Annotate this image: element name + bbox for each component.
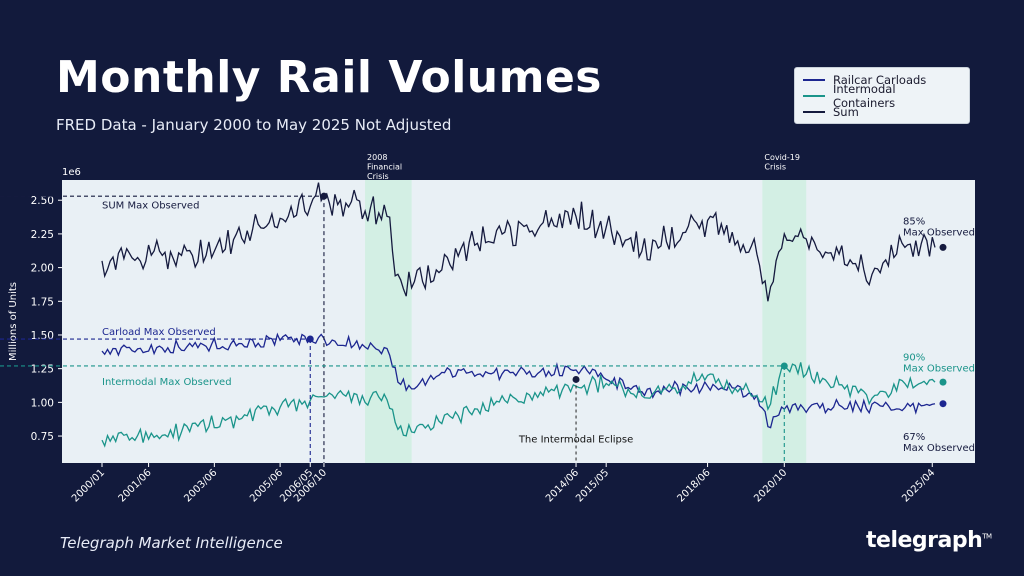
crisis-band-label: 2008 (367, 153, 387, 162)
legend-item-sum: Sum (803, 104, 961, 120)
x-tick-label: 2018/06 (676, 467, 713, 504)
footer-credit: Telegraph Market Intelligence (60, 534, 283, 552)
y-axis-multiplier: 1e6 (62, 167, 81, 178)
crisis-band-label: Crisis (367, 172, 389, 181)
end-annotation-label: Max Observed (903, 443, 975, 454)
x-tick-label: 2025/04 (900, 467, 937, 504)
legend-swatch-intermodal (803, 95, 825, 97)
series-line-intermodal-containers (101, 362, 936, 448)
end-value-point (939, 378, 947, 386)
end-value-point (939, 400, 947, 408)
end-annotation-label: 67% (903, 432, 925, 443)
page-title: Monthly Rail Volumes (56, 52, 602, 103)
logo-text: telegraph (866, 528, 983, 553)
x-tick-label: 2020/10 (752, 467, 789, 504)
legend-label-sum: Sum (833, 105, 859, 119)
end-annotation-label: 85% (903, 216, 925, 227)
end-value-point (939, 243, 947, 251)
x-tick-label: 2003/06 (182, 467, 219, 504)
y-tick-label: 2.00 (31, 263, 54, 275)
x-tick-label: 2015/05 (574, 467, 611, 504)
x-tick-label: 2000/01 (70, 467, 107, 504)
y-tick-label: 1.50 (31, 330, 54, 342)
end-annotation-label: Max Observed (903, 364, 975, 375)
legend-item-carloads: Railcar Carloads (803, 72, 961, 88)
crisis-band-label: Crisis (764, 163, 786, 172)
end-annotation-label: Max Observed (903, 227, 975, 238)
y-tick-label: 2.25 (31, 229, 54, 241)
y-tick-label: 2.50 (31, 195, 54, 207)
legend-label-intermodal: Intermodal Containers (832, 82, 896, 110)
crisis-band-label: Financial (367, 163, 402, 172)
legend-swatch-carloads (803, 79, 825, 81)
crisis-band (762, 180, 807, 463)
crisis-band-label: Covid-19 (764, 153, 800, 162)
eclipse-label: The Intermodal Eclipse (518, 435, 633, 446)
legend-item-intermodal: Intermodal Containers (803, 82, 961, 110)
max-marker-point (780, 362, 788, 370)
y-tick-label: 1.00 (31, 397, 54, 409)
legend-label-carloads: Railcar Carloads (833, 73, 927, 87)
y-tick-label: 0.75 (31, 431, 54, 443)
max-marker-label: Carload Max Observed (102, 327, 216, 338)
series-line-sum (101, 182, 936, 302)
max-marker-label: Intermodal Max Observed (102, 377, 232, 388)
max-marker-point (320, 192, 328, 200)
legend-swatch-sum (803, 111, 825, 113)
x-tick-label: 2001/06 (117, 467, 154, 504)
max-marker-label: SUM Max Observed (102, 200, 199, 211)
page-subtitle: FRED Data - January 2000 to May 2025 Not… (56, 116, 452, 134)
eclipse-point (572, 375, 580, 383)
crisis-band (365, 180, 412, 463)
max-marker-point (306, 335, 314, 343)
logo-trademark: TM (982, 532, 992, 541)
y-axis-label: Millions of Units (8, 282, 19, 361)
end-annotation-label: 90% (903, 353, 925, 364)
chart-legend: Railcar Carloads Intermodal Containers S… (794, 67, 970, 124)
series-line-railcar-carloads (101, 332, 936, 429)
y-tick-label: 1.25 (31, 364, 54, 376)
telegraph-logo: telegraphTM (866, 528, 992, 553)
y-tick-label: 1.75 (31, 296, 54, 308)
